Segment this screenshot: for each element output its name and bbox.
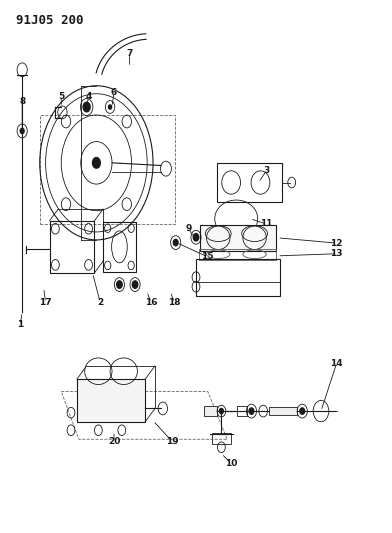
Bar xyxy=(204,406,218,416)
Circle shape xyxy=(132,281,138,288)
Circle shape xyxy=(83,102,90,112)
Text: 11: 11 xyxy=(260,220,272,229)
Text: 13: 13 xyxy=(330,249,343,259)
Bar xyxy=(196,259,280,296)
Text: 8: 8 xyxy=(19,97,25,106)
Text: 6: 6 xyxy=(111,87,117,96)
Text: 10: 10 xyxy=(225,459,237,467)
Circle shape xyxy=(117,281,122,288)
Text: 5: 5 xyxy=(58,92,64,101)
Text: 15: 15 xyxy=(201,253,214,261)
Bar xyxy=(77,379,145,422)
Text: 3: 3 xyxy=(263,166,269,175)
Text: 17: 17 xyxy=(39,298,52,307)
Circle shape xyxy=(193,233,199,241)
Text: 20: 20 xyxy=(108,438,120,447)
Bar xyxy=(269,407,297,415)
Circle shape xyxy=(109,105,112,109)
Text: 16: 16 xyxy=(145,298,157,307)
Circle shape xyxy=(249,408,254,414)
Bar xyxy=(212,433,231,443)
Bar xyxy=(49,221,94,273)
Bar xyxy=(237,406,247,416)
Bar xyxy=(199,249,276,260)
Bar xyxy=(40,115,174,224)
Text: 9: 9 xyxy=(185,224,191,233)
Text: 19: 19 xyxy=(166,438,179,447)
Text: 2: 2 xyxy=(97,298,103,307)
Text: 4: 4 xyxy=(85,92,92,101)
Bar xyxy=(200,225,276,251)
Circle shape xyxy=(173,239,178,246)
Text: 1: 1 xyxy=(17,320,24,329)
Circle shape xyxy=(300,408,305,414)
Circle shape xyxy=(220,408,223,414)
Bar xyxy=(218,164,282,201)
Circle shape xyxy=(20,128,24,134)
Circle shape xyxy=(93,158,100,168)
Text: 18: 18 xyxy=(168,298,181,307)
Text: 12: 12 xyxy=(330,239,343,248)
Text: 91J05 200: 91J05 200 xyxy=(16,14,84,27)
Text: 7: 7 xyxy=(126,50,133,58)
Text: 14: 14 xyxy=(330,359,343,368)
Bar xyxy=(103,222,136,272)
